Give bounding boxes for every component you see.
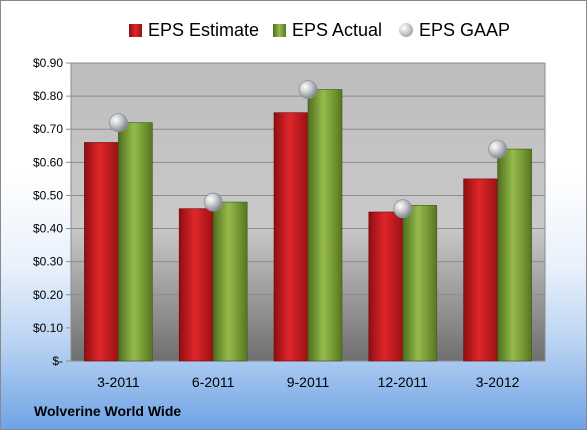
legend-item-eps-estimate: EPS Estimate xyxy=(129,19,259,41)
eps-gaap-marker xyxy=(488,139,508,159)
y-tick-label: $0.60 xyxy=(33,155,63,169)
eps-gaap-marker xyxy=(203,192,223,212)
legend-item-eps-actual: EPS Actual xyxy=(273,19,382,41)
eps-estimate-bar xyxy=(273,112,309,362)
eps-gaap-marker xyxy=(109,113,128,132)
x-tick-label: 9-2011 xyxy=(287,374,330,390)
eps-actual-bar xyxy=(212,201,248,362)
legend-item-eps-gaap: EPS GAAP xyxy=(399,19,510,41)
eps-estimate-bar xyxy=(178,208,214,362)
company-name: Wolverine World Wide xyxy=(34,403,182,419)
y-tick-label: $0.70 xyxy=(33,122,63,136)
y-tick-label: $- xyxy=(52,354,63,368)
y-tick-label: $0.20 xyxy=(33,288,63,302)
legend-swatch-red xyxy=(129,23,142,37)
y-tick-label: $0.10 xyxy=(33,321,63,335)
y-tick-label: $0.40 xyxy=(33,222,63,236)
eps-actual-bar xyxy=(118,122,153,362)
eps-gaap-marker xyxy=(393,199,413,219)
legend-swatch-green xyxy=(273,23,286,37)
y-tick-label: $0.90 xyxy=(33,56,63,70)
x-tick-label: 6-2011 xyxy=(192,374,235,390)
eps-estimate-bar xyxy=(368,211,404,362)
eps-actual-bar xyxy=(402,205,438,362)
x-tick-label: 3-2012 xyxy=(476,374,520,390)
x-tick-label: 3-2011 xyxy=(97,374,140,390)
y-tick-label: $0.30 xyxy=(33,255,63,269)
y-tick-label: $0.80 xyxy=(33,89,63,103)
legend-label-eps-actual: EPS Actual xyxy=(292,19,383,40)
eps-estimate-bar xyxy=(463,178,498,362)
y-tick-label: $0.50 xyxy=(33,188,63,202)
x-tick-label: 12-2011 xyxy=(378,374,429,390)
legend-swatch-gray-circle xyxy=(399,23,413,37)
legend-label-eps-gaap: EPS GAAP xyxy=(419,19,511,40)
legend-label-eps-estimate: EPS Estimate xyxy=(148,19,260,40)
eps-estimate-bar xyxy=(84,142,119,362)
eps-actual-bar xyxy=(307,89,343,362)
eps-actual-bar xyxy=(497,148,532,362)
eps-gaap-marker xyxy=(298,80,318,99)
